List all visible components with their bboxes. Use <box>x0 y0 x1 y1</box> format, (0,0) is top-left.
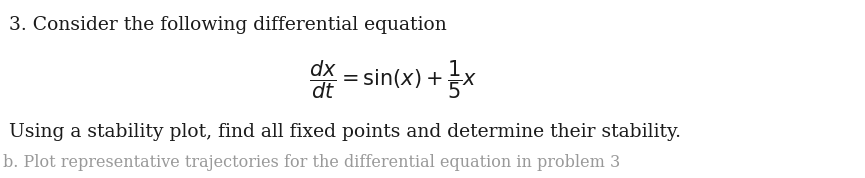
Text: 3. Consider the following differential equation: 3. Consider the following differential e… <box>9 16 446 34</box>
Text: $\dfrac{dx}{dt} = \sin(x) + \dfrac{1}{5}x$: $\dfrac{dx}{dt} = \sin(x) + \dfrac{1}{5}… <box>310 59 477 101</box>
Text: b. Plot representative trajectories for the differential equation in problem 3: b. Plot representative trajectories for … <box>3 154 621 171</box>
Text: Using a stability plot, find all fixed points and determine their stability.: Using a stability plot, find all fixed p… <box>9 123 681 141</box>
